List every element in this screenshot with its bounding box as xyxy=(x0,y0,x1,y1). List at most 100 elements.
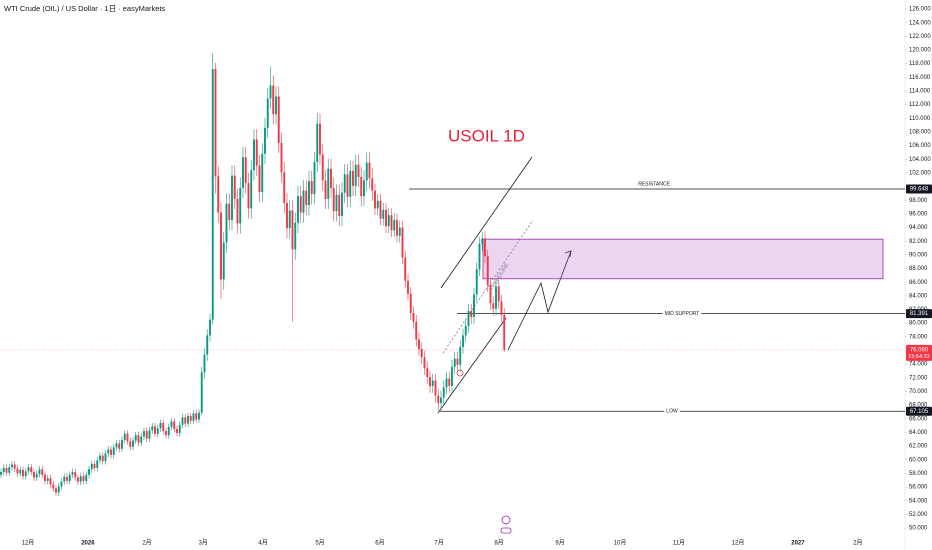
candle-body xyxy=(206,335,209,355)
y-tick-label: 70.000 xyxy=(909,389,928,395)
candle-body xyxy=(349,170,352,197)
candle-body xyxy=(415,321,418,340)
candle-body xyxy=(99,455,101,461)
candle-body xyxy=(280,142,283,173)
candle-body xyxy=(453,358,456,367)
candle-body xyxy=(448,378,451,386)
candle-body xyxy=(481,238,484,244)
candle-body xyxy=(365,162,368,181)
candle-body xyxy=(162,422,165,432)
candle-body xyxy=(434,380,437,396)
y-tick-label: 86.000 xyxy=(909,280,928,286)
candle-body xyxy=(385,209,387,227)
y-tick-label: 66.000 xyxy=(909,416,928,422)
candle-body xyxy=(272,85,275,115)
level-box xyxy=(906,406,932,416)
candle-body xyxy=(244,157,247,184)
candle-body xyxy=(379,200,382,219)
candle-body xyxy=(55,488,57,493)
y-tick-label: 74.000 xyxy=(909,362,928,368)
x-tick-label: 4月 xyxy=(258,540,267,547)
candle-body xyxy=(13,464,16,469)
candle-body xyxy=(165,431,167,436)
level-name-bg xyxy=(664,407,680,415)
candle-body xyxy=(27,467,30,472)
candle-body xyxy=(16,468,19,474)
x-tick-label: 10月 xyxy=(614,540,627,547)
candle-body xyxy=(60,481,63,487)
y-tick-label: 114.000 xyxy=(909,89,931,95)
y-tick-label: 96.000 xyxy=(909,211,928,217)
x-tick-label: 2026 xyxy=(81,541,95,547)
candle-body xyxy=(236,198,239,224)
candle-body xyxy=(107,449,110,454)
candle-body xyxy=(327,168,330,199)
zone xyxy=(482,238,884,280)
candle-body xyxy=(35,474,38,478)
candle-body xyxy=(220,212,222,280)
candle-body xyxy=(132,440,134,447)
candle-body xyxy=(343,174,346,193)
candle-body xyxy=(148,430,151,439)
candle-body xyxy=(475,269,478,295)
event-icon xyxy=(501,515,511,525)
candle-body xyxy=(330,168,332,188)
candle-body xyxy=(189,416,192,421)
candle-body xyxy=(258,165,261,193)
y-tick-label: 90.000 xyxy=(909,252,928,258)
candle-body xyxy=(332,187,335,212)
y-tick-label: 106.000 xyxy=(909,143,931,149)
y-tick-label: 68.000 xyxy=(909,403,928,409)
candle-body xyxy=(198,412,200,420)
x-tick-label: 7月 xyxy=(434,540,443,547)
candle-body xyxy=(313,161,316,195)
y-tick-label: 108.000 xyxy=(909,130,931,136)
x-tick-label: 5月 xyxy=(315,540,324,547)
candle-body xyxy=(24,471,27,477)
candle-body xyxy=(456,358,459,365)
y-tick-label: 50.000 xyxy=(909,526,928,532)
y-tick-label: 126.000 xyxy=(909,7,931,13)
candle-body xyxy=(464,325,467,336)
candle-body xyxy=(209,319,211,336)
candle-body xyxy=(437,395,440,404)
projection-path xyxy=(507,250,572,351)
candle-body xyxy=(371,178,374,191)
x-tick-label: 8月 xyxy=(494,540,503,547)
candle-body xyxy=(228,203,231,221)
y-tick-label: 110.000 xyxy=(909,116,931,122)
candle-body xyxy=(79,476,82,482)
candle-body xyxy=(184,417,187,424)
candle-body xyxy=(225,203,228,243)
candle-body xyxy=(68,474,71,481)
candle-body xyxy=(297,196,299,223)
candle-body xyxy=(145,431,148,439)
candle-body xyxy=(445,378,448,388)
candle-body xyxy=(420,349,423,358)
y-tick-label: 102.000 xyxy=(909,170,931,176)
candle-body xyxy=(390,215,393,231)
candle-body xyxy=(497,286,500,302)
candle-body xyxy=(2,467,5,473)
candle-body xyxy=(8,467,11,473)
candle-body xyxy=(302,190,305,213)
candle-body xyxy=(486,256,489,285)
candle-body xyxy=(11,464,13,468)
candle-body xyxy=(88,469,90,475)
candle-body xyxy=(286,202,288,229)
candle-body xyxy=(324,180,327,199)
y-tick-label: 104.000 xyxy=(909,157,931,163)
y-tick-label: 56.000 xyxy=(909,485,928,491)
candle-body xyxy=(387,215,390,227)
y-tick-label: 54.000 xyxy=(909,498,928,504)
candle-body xyxy=(222,242,225,280)
candle-body xyxy=(112,447,115,455)
candle-body xyxy=(85,474,88,481)
candle-body xyxy=(156,428,159,434)
candle-body xyxy=(101,455,104,462)
y-tick-label: 94.000 xyxy=(909,225,928,231)
candle-body xyxy=(82,476,85,481)
candle-body xyxy=(77,477,79,482)
candle-body xyxy=(495,286,497,309)
y-tick-label: 112.000 xyxy=(909,102,931,108)
